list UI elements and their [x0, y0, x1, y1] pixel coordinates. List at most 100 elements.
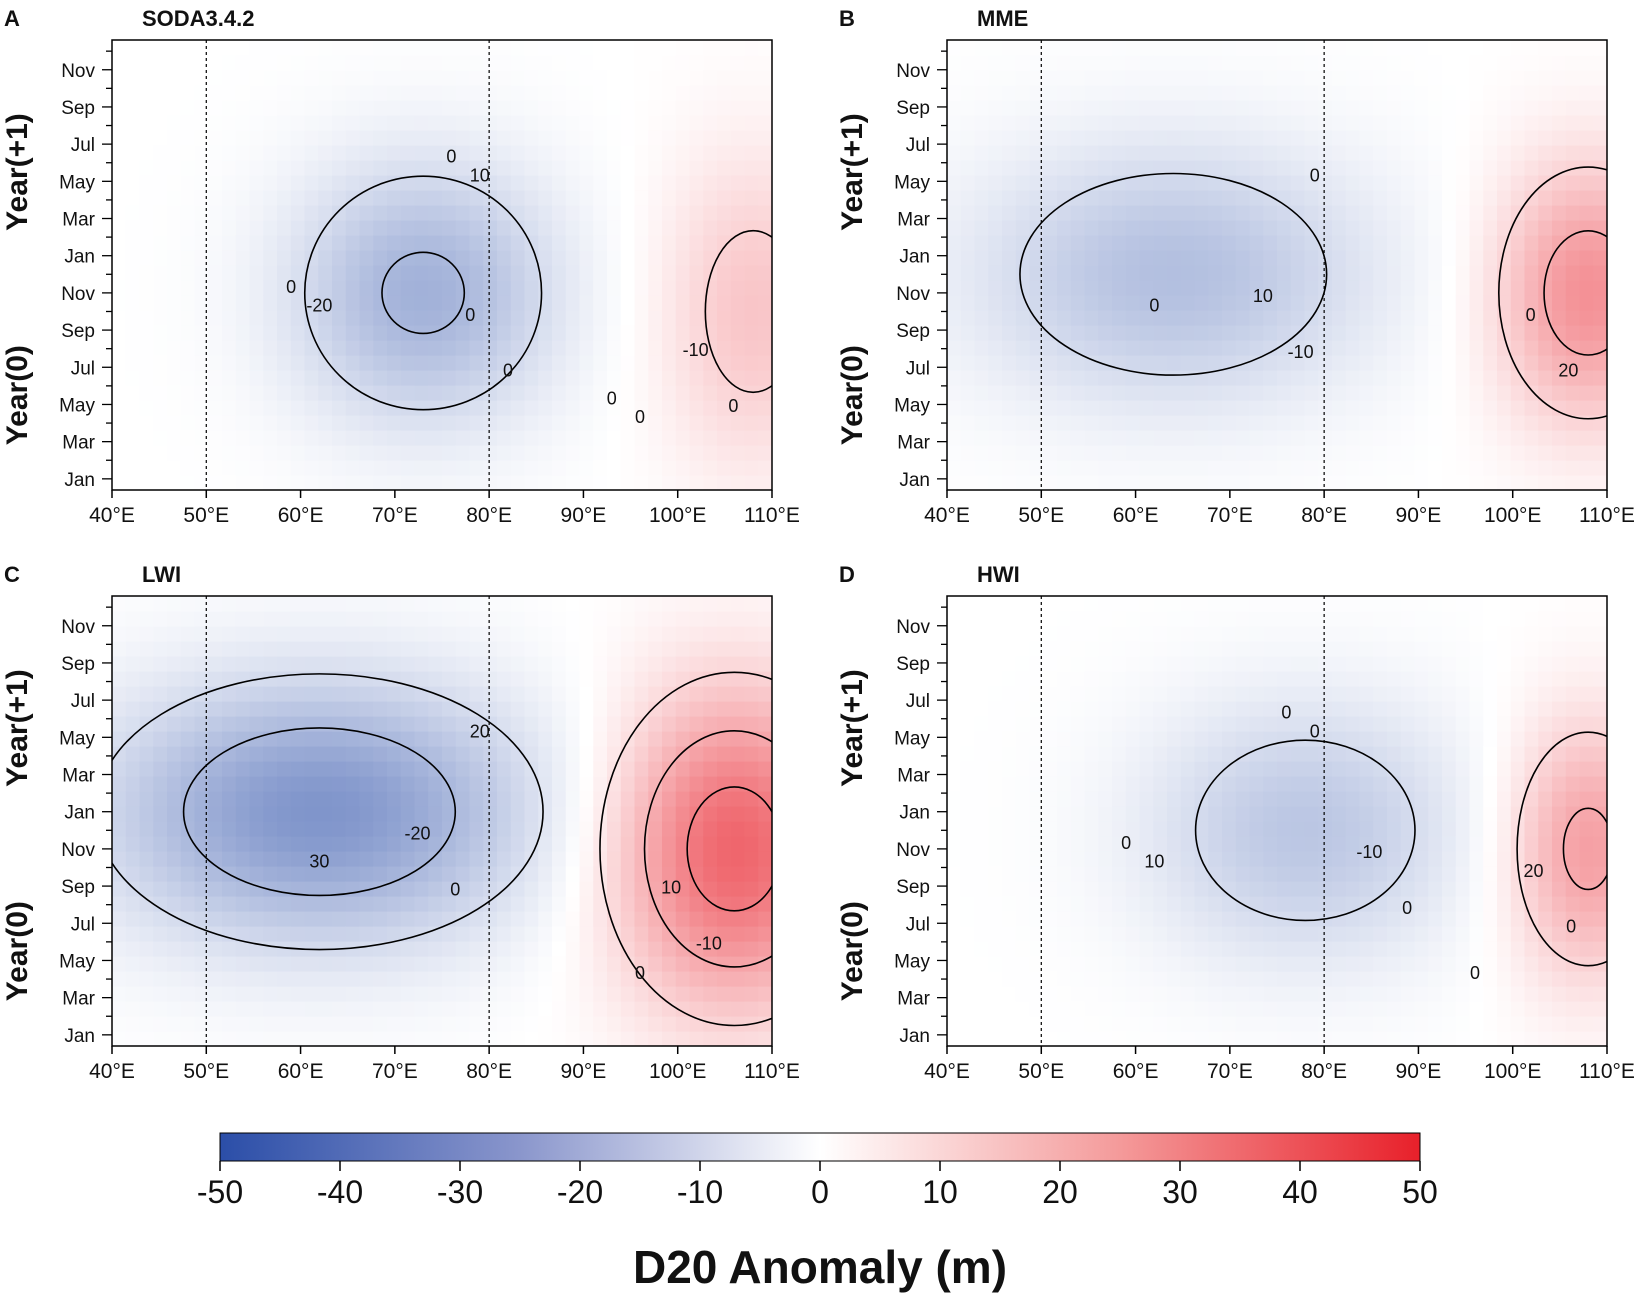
heatmap-cell	[1043, 911, 1058, 927]
heatmap-cell	[153, 160, 168, 176]
x-tick-label: 90°E	[1396, 504, 1442, 527]
heatmap-cell	[634, 340, 649, 356]
heatmap-cell	[1153, 115, 1168, 131]
heatmap-cell	[1057, 671, 1072, 687]
heatmap-cell	[730, 145, 746, 161]
heatmap-cell	[1442, 430, 1457, 446]
heatmap-cell	[497, 295, 512, 311]
heatmap-cell	[1387, 130, 1402, 146]
heatmap-cell	[634, 926, 649, 942]
heatmap-cell	[222, 716, 237, 732]
heatmap-cell	[593, 806, 608, 822]
heatmap-cell	[1524, 310, 1539, 326]
heatmap-cell	[469, 100, 484, 116]
heatmap-cell	[703, 400, 718, 416]
heatmap-cell	[744, 746, 759, 762]
heatmap-cell	[675, 1031, 691, 1046]
heatmap-cell	[1015, 250, 1031, 266]
heatmap-cell	[1112, 611, 1127, 627]
heatmap-cell	[167, 971, 182, 987]
heatmap-cell	[1222, 325, 1237, 341]
heatmap-cell	[125, 926, 141, 942]
heatmap-cell	[1235, 385, 1251, 401]
heatmap-cell	[1263, 280, 1278, 296]
heatmap-cell	[703, 806, 718, 822]
heatmap-cell	[689, 340, 704, 356]
heatmap-cell	[1070, 235, 1086, 251]
heatmap-cell	[1057, 430, 1072, 446]
heatmap-cell	[620, 971, 636, 987]
heatmap-cell	[1387, 370, 1402, 386]
heatmap-cell	[345, 926, 361, 942]
heatmap-cell	[510, 370, 526, 386]
heatmap-cell	[510, 611, 526, 627]
heatmap-cell	[565, 941, 581, 957]
heatmap-cell	[510, 1016, 526, 1032]
heatmap-cell	[662, 896, 677, 912]
heatmap-cell	[235, 671, 251, 687]
heatmap-cell	[1579, 220, 1594, 236]
heatmap-cell	[290, 596, 306, 612]
heatmap-cell	[263, 280, 278, 296]
heatmap-cell	[194, 55, 209, 71]
heatmap-cell	[675, 460, 691, 476]
heatmap-cell	[1167, 370, 1182, 386]
heatmap-cell	[153, 791, 168, 807]
heatmap-cell	[675, 671, 691, 687]
heatmap-cell	[1593, 385, 1607, 401]
heatmap-cell	[304, 746, 319, 762]
heatmap-cell	[1125, 70, 1141, 86]
heatmap-cell	[428, 911, 443, 927]
heatmap-cell	[400, 175, 416, 191]
heatmap-cell	[208, 145, 223, 161]
heatmap-cell	[139, 250, 154, 266]
heatmap-cell	[139, 130, 154, 146]
heatmap-cell	[607, 265, 622, 281]
heatmap-cell	[730, 475, 746, 490]
heatmap-cell	[744, 130, 759, 146]
heatmap-cell	[1043, 686, 1058, 702]
heatmap-cell	[1112, 55, 1127, 71]
heatmap-cell	[1579, 280, 1594, 296]
heatmap-cell	[730, 205, 746, 221]
y-tick-label: Mar	[62, 433, 95, 454]
heatmap-cell	[1400, 70, 1416, 86]
heatmap-cell	[988, 310, 1003, 326]
heatmap-cell	[1015, 911, 1031, 927]
heatmap-cell	[1098, 896, 1113, 912]
heatmap-cell	[510, 806, 526, 822]
heatmap-cell	[552, 716, 567, 732]
heatmap-cell	[249, 205, 264, 221]
heatmap-cell	[524, 866, 539, 882]
panel-letter: A	[4, 6, 20, 31]
heatmap-cell	[960, 115, 976, 131]
heatmap-cell	[1469, 115, 1484, 131]
heatmap-cell	[960, 626, 976, 642]
heatmap-cell	[1194, 265, 1209, 281]
heatmap-cell	[345, 716, 361, 732]
heatmap-cell	[469, 911, 484, 927]
heatmap-cell	[1332, 385, 1347, 401]
heatmap-cell	[359, 626, 374, 642]
heatmap-cell	[1469, 190, 1484, 206]
heatmap-cell	[689, 70, 704, 86]
heatmap-cell	[689, 250, 704, 266]
heatmap-cell	[153, 836, 168, 852]
heatmap-cell	[662, 460, 677, 476]
panel-letter: B	[839, 6, 855, 31]
heatmap-cell	[538, 761, 553, 777]
heatmap-cell	[125, 190, 141, 206]
contour-line	[381, 251, 466, 335]
heatmap-cell	[428, 70, 443, 86]
heatmap-cell	[249, 1001, 264, 1017]
heatmap-cell	[988, 836, 1003, 852]
heatmap-cell	[235, 1001, 251, 1017]
heatmap-cell	[455, 821, 471, 837]
heatmap-cell	[1029, 85, 1044, 101]
heatmap-cell	[974, 896, 989, 912]
heatmap-cell	[167, 370, 182, 386]
heatmap-cell	[620, 716, 636, 732]
heatmap-cell	[387, 235, 402, 251]
heatmap-cell	[469, 926, 484, 942]
